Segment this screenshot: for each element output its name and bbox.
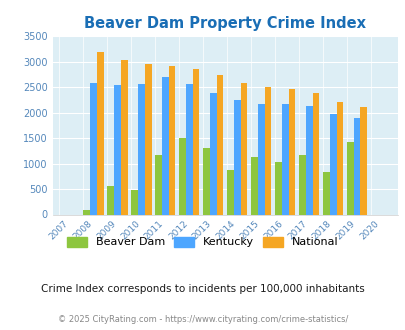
Bar bbox=[90, 82, 97, 214]
Legend: Beaver Dam, Kentucky, National: Beaver Dam, Kentucky, National bbox=[63, 232, 342, 252]
Bar bbox=[114, 85, 121, 214]
Bar bbox=[275, 162, 281, 214]
Bar bbox=[298, 155, 305, 214]
Bar bbox=[227, 170, 233, 214]
Bar bbox=[107, 186, 114, 214]
Bar bbox=[240, 82, 247, 214]
Bar bbox=[233, 100, 240, 214]
Bar bbox=[138, 84, 145, 214]
Bar bbox=[216, 75, 223, 214]
Text: Crime Index corresponds to incidents per 100,000 inhabitants: Crime Index corresponds to incidents per… bbox=[41, 284, 364, 294]
Bar bbox=[305, 106, 312, 214]
Bar bbox=[145, 64, 151, 214]
Bar bbox=[203, 148, 209, 214]
Bar bbox=[155, 155, 162, 214]
Bar bbox=[121, 60, 127, 214]
Bar bbox=[162, 77, 168, 214]
Bar bbox=[329, 114, 336, 214]
Title: Beaver Dam Property Crime Index: Beaver Dam Property Crime Index bbox=[84, 16, 365, 31]
Bar bbox=[168, 66, 175, 214]
Bar bbox=[288, 89, 294, 214]
Bar bbox=[322, 172, 329, 214]
Bar bbox=[97, 51, 103, 214]
Bar bbox=[192, 69, 199, 215]
Bar bbox=[83, 211, 90, 214]
Bar bbox=[312, 93, 318, 214]
Bar bbox=[264, 87, 271, 214]
Bar bbox=[185, 84, 192, 214]
Bar bbox=[131, 189, 138, 214]
Bar bbox=[257, 104, 264, 214]
Bar bbox=[209, 93, 216, 214]
Bar bbox=[179, 138, 185, 214]
Bar bbox=[336, 102, 342, 214]
Bar bbox=[360, 107, 366, 214]
Bar bbox=[281, 104, 288, 214]
Text: © 2025 CityRating.com - https://www.cityrating.com/crime-statistics/: © 2025 CityRating.com - https://www.city… bbox=[58, 315, 347, 324]
Bar bbox=[251, 157, 257, 214]
Bar bbox=[353, 118, 360, 214]
Bar bbox=[346, 142, 353, 214]
